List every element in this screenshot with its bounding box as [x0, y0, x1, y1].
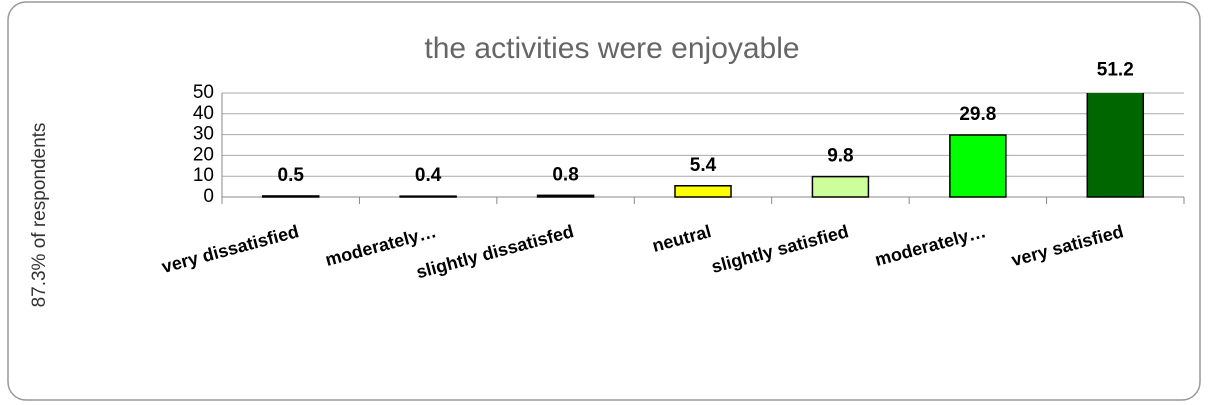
value-label: 5.4 [690, 155, 717, 176]
y-axis-label: 87.3% of respondents [29, 123, 50, 308]
y-tick-label: 20 [193, 144, 214, 165]
bar [536, 194, 595, 198]
bar [674, 185, 732, 198]
bar [1086, 93, 1145, 198]
value-label: 0.4 [415, 165, 442, 186]
y-tick-label: 30 [193, 124, 214, 145]
value-label: 51.2 [1097, 60, 1134, 81]
bar [399, 195, 457, 198]
bar [949, 134, 1007, 198]
y-tick-label: 0 [203, 186, 214, 207]
y-tick-label: 40 [193, 103, 214, 124]
chart-title: the activities were enjoyable [424, 32, 799, 65]
value-label: 29.8 [959, 104, 996, 125]
y-tick-label: 10 [193, 165, 214, 186]
bar [811, 175, 870, 198]
value-label: 9.8 [827, 146, 853, 167]
chart-frame [7, 1, 1201, 401]
y-tick-label: 50 [193, 82, 214, 103]
value-label: 0.8 [552, 164, 578, 185]
value-label: 0.5 [278, 165, 305, 186]
bar [261, 195, 320, 198]
